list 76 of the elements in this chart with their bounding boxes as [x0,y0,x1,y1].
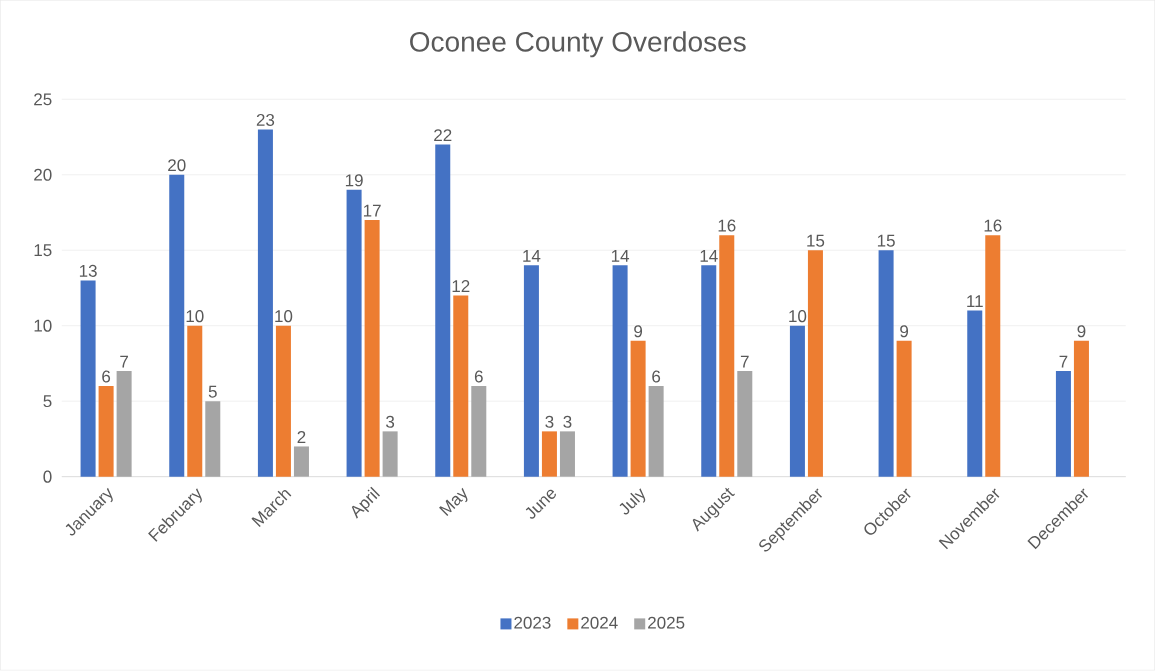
data-label: 16 [718,219,736,232]
x-tick-label: May [439,488,468,517]
data-label: 13 [79,265,97,278]
bar [116,371,132,477]
legend-label: 2025 [648,616,685,629]
data-label: 17 [363,205,381,217]
data-label: 7 [120,355,128,368]
data-label: 9 [1077,325,1086,338]
data-label: 10 [186,310,204,323]
bar [559,431,575,477]
bar [257,129,273,477]
data-label: 19 [345,174,363,187]
bar [719,235,735,477]
data-label: 6 [102,370,111,383]
bar [1073,341,1089,477]
y-tick-label: 20 [34,168,52,182]
bar [169,175,185,477]
bar [541,431,557,477]
bar [612,265,628,477]
bar [648,386,664,477]
bar [293,446,309,477]
bar [80,280,96,477]
data-label: 14 [700,250,718,263]
data-label: 5 [208,386,217,398]
y-tick-label: 5 [43,395,52,408]
bar [98,386,114,477]
legend-label: 2024 [581,616,618,629]
data-label: 6 [474,370,483,383]
bar [471,386,487,477]
data-label: 23 [256,114,275,127]
bar [878,250,894,477]
data-label: 10 [275,310,293,323]
bar [435,144,451,477]
bar [985,235,1001,477]
data-label: 14 [523,250,541,263]
x-tick-label: July [619,488,646,515]
bar [1055,371,1071,477]
y-tick-label: 10 [34,319,52,332]
data-label: 7 [1059,355,1068,368]
bar [453,295,469,477]
data-label: 3 [386,416,395,429]
y-tick-label: 15 [34,244,52,257]
chart-title: Oconee County Overdoses [410,31,746,58]
data-label: 3 [563,416,572,429]
data-label: 10 [789,310,807,323]
bar [896,341,912,477]
bar [382,431,398,477]
bar [364,220,380,477]
data-label: 15 [877,235,895,247]
data-label: 2 [297,431,306,444]
data-label: 20 [168,159,186,172]
data-label: 12 [452,280,470,293]
y-tick-label: 0 [43,470,52,483]
data-label: 16 [984,219,1002,232]
bar [275,325,291,477]
bar [523,265,539,477]
data-label: 22 [434,129,452,142]
bar [789,325,805,477]
bar [807,250,823,477]
data-label: 15 [807,235,825,247]
data-label: 14 [611,250,630,263]
y-tick-label: 25 [34,93,52,106]
bar [737,371,753,477]
data-label: 3 [545,416,554,429]
data-label: 6 [652,370,661,383]
data-label: 9 [900,325,909,338]
bar [967,310,983,477]
bar [701,265,717,477]
data-label: 9 [634,325,643,338]
data-label: 7 [740,355,749,368]
bar [205,401,221,477]
bar [187,325,203,477]
bar [630,341,646,477]
bar [346,190,362,477]
data-label: 11 [967,295,983,308]
legend-label: 2023 [514,616,551,629]
